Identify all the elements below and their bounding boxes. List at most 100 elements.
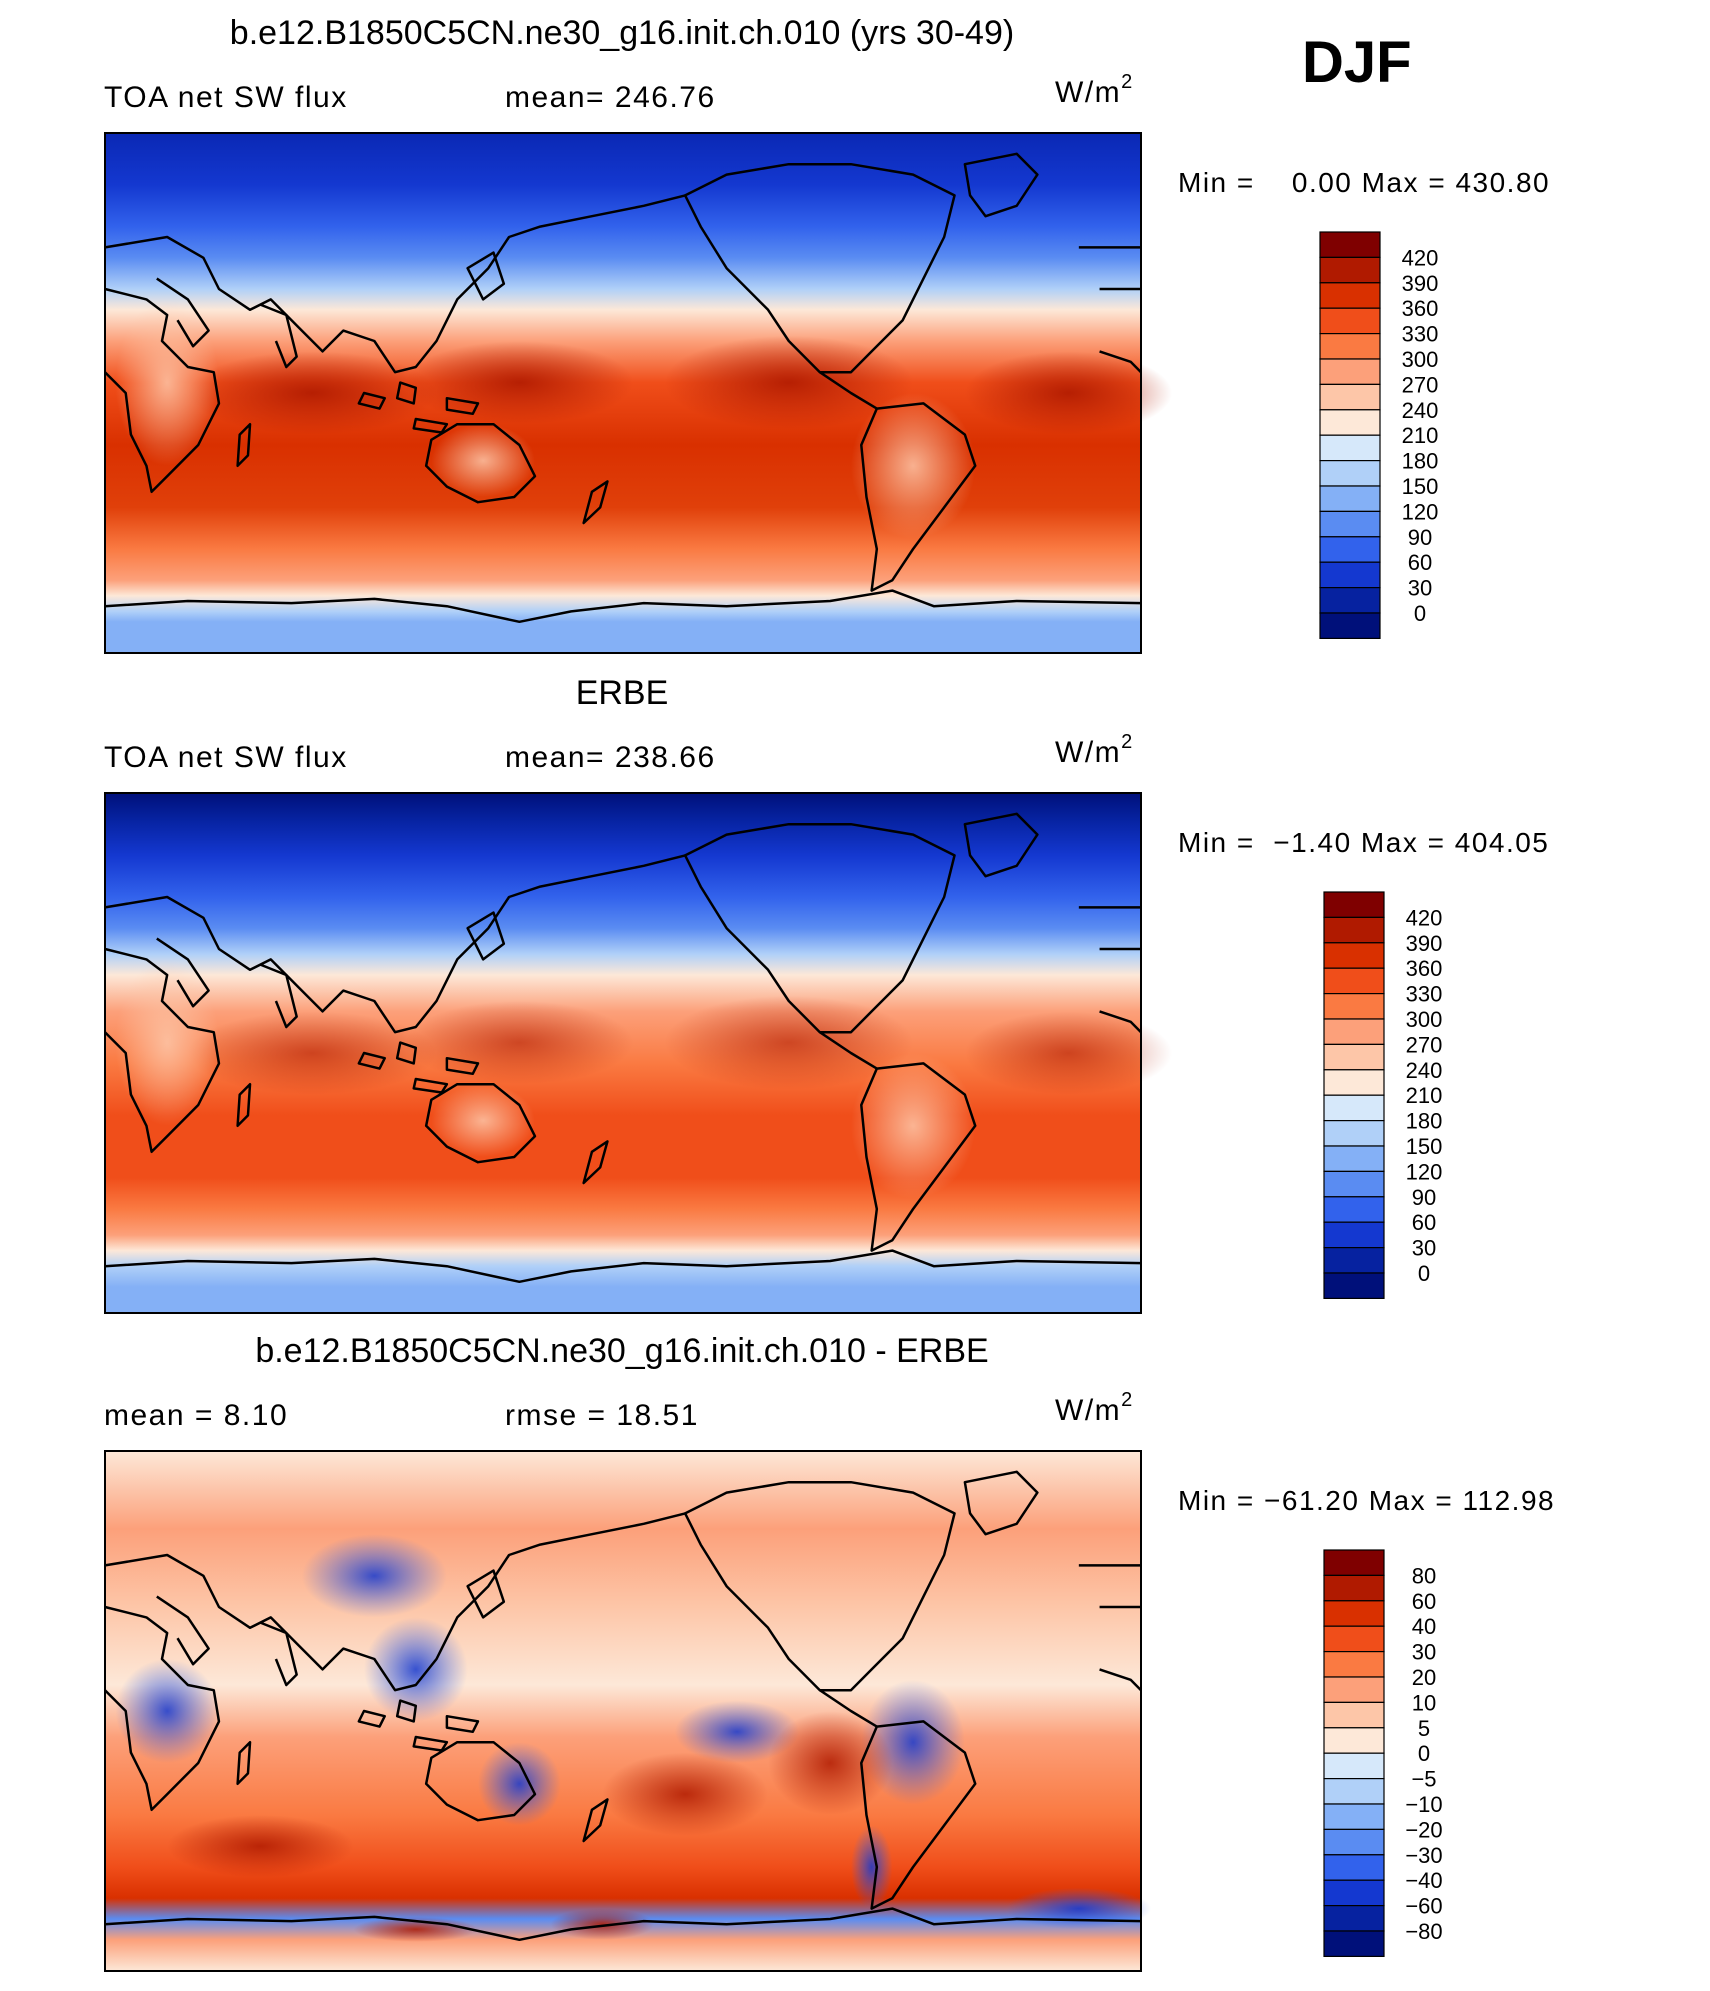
colorbar-box: [1319, 536, 1381, 563]
colorbar-box: [1319, 282, 1381, 309]
field-maximum: [964, 351, 1173, 435]
colorbar-box: [1323, 1196, 1385, 1223]
colorbar-tick-label: 330: [1406, 982, 1443, 1007]
field-continent: [431, 424, 535, 497]
colorbar-tick-label: −80: [1405, 1919, 1442, 1944]
colorbar-box: [1323, 992, 1385, 1020]
colorbar-tick-label: 270: [1406, 1032, 1443, 1057]
colorbar-tick-label: −40: [1405, 1868, 1442, 1893]
colorbar-tick-label: 30: [1412, 1236, 1436, 1261]
colorbar-tick-label: 60: [1412, 1210, 1436, 1235]
colorbar-tick-label: 30: [1408, 576, 1432, 601]
field-continent: [115, 959, 219, 1126]
colorbar-box: [1323, 1574, 1385, 1602]
field-anomaly: [674, 1700, 800, 1764]
field-anomaly: [850, 1825, 893, 1909]
field-anomaly: [364, 1617, 468, 1722]
map-plot: [103, 792, 1173, 1314]
colorbar-tick-label: 180: [1402, 449, 1439, 474]
colorbar-box: [1319, 510, 1381, 538]
colorbar-box: [1323, 1879, 1385, 1907]
colorbar-tick-label: 120: [1402, 499, 1439, 524]
colorbar-box: [1323, 1752, 1385, 1780]
colorbar-box: [1319, 358, 1381, 385]
colorbar-box: [1323, 1145, 1385, 1172]
colorbar-box: [1323, 1854, 1385, 1881]
colorbar-box: [1323, 916, 1385, 944]
colorbar-box: [1323, 1727, 1385, 1754]
field-anomaly: [301, 1534, 447, 1618]
colorbar-box: [1323, 1018, 1385, 1045]
colorbar-tick-label: 150: [1402, 474, 1439, 499]
colorbar-tick-label: 390: [1406, 931, 1443, 956]
colorbar-box: [1319, 460, 1381, 487]
colorbar-box: [1319, 307, 1381, 335]
colorbar-box: [1323, 1600, 1385, 1627]
colorbar-tick-label: 360: [1402, 296, 1439, 321]
field-anomaly: [768, 1711, 893, 1815]
colorbar-tick-label: 180: [1406, 1109, 1443, 1134]
units-superscript: 2: [1121, 71, 1134, 93]
panel-title: b.e12.B1850C5CN.ne30_g16.init.ch.010 (yr…: [230, 14, 1014, 52]
colorbar-tick-label: 270: [1402, 372, 1439, 397]
map-plot: [103, 132, 1173, 654]
left-label: TOA net SW flux: [104, 741, 348, 774]
map-border: [104, 1450, 1142, 1972]
colorbar-tick-label: 30: [1412, 1640, 1436, 1665]
center-label: rmse = 18.51: [505, 1399, 699, 1432]
center-label: mean= 246.76: [505, 81, 716, 114]
colorbar-box: [1323, 1904, 1385, 1932]
colorbar-tick-label: 10: [1412, 1690, 1436, 1715]
field-continent: [850, 1053, 976, 1199]
map-plot: [103, 1450, 1152, 1972]
colorbar-box: [1323, 1930, 1385, 1957]
colorbar-box: [1319, 409, 1381, 436]
center-label: mean= 238.66: [505, 741, 716, 774]
units-superscript: 2: [1121, 1389, 1134, 1411]
colorbar-box: [1323, 1094, 1385, 1122]
units-label: W/m2: [1055, 1389, 1134, 1427]
colorbar-box: [1323, 967, 1385, 995]
field-maximum: [664, 995, 914, 1090]
colorbar-tick-label: −20: [1405, 1817, 1442, 1842]
panel-title: ERBE: [576, 674, 669, 712]
colorbar-box: [1323, 1701, 1385, 1729]
colorbar-tick-label: 210: [1406, 1083, 1443, 1108]
colorbar-box: [1323, 1625, 1385, 1653]
field-maximum: [405, 1001, 634, 1085]
colorbar-box: [1323, 1043, 1385, 1071]
colorbar-box: [1323, 1069, 1385, 1096]
field-anomaly: [477, 1742, 561, 1826]
colorbar-box: [1323, 1246, 1385, 1274]
colorbar-box: [1323, 1803, 1385, 1830]
colorbar-box: [1319, 561, 1381, 589]
colorbar-tick-label: 20: [1412, 1665, 1436, 1690]
colorbar-tick-label: 360: [1406, 956, 1443, 981]
colorbar-tick-label: 390: [1402, 271, 1439, 296]
colorbar-tick-label: 0: [1418, 1741, 1430, 1766]
colorbar-tick-label: 240: [1402, 398, 1439, 423]
field-maximum: [964, 1011, 1173, 1095]
colorbar-tick-label: 300: [1402, 347, 1439, 372]
colorbar-box: [1323, 1170, 1385, 1198]
colorbar-tick-label: 90: [1408, 525, 1432, 550]
colorbar-tick-label: 330: [1402, 322, 1439, 347]
colorbar-box: [1319, 586, 1381, 614]
colorbar-tick-label: 0: [1418, 1261, 1430, 1286]
colorbar-box: [1323, 942, 1385, 969]
panel-3: b.e12.B1850C5CN.ne30_g16.init.ch.010 - E…: [103, 1332, 1555, 1972]
field-maximum: [664, 335, 914, 430]
field-anomaly: [602, 1752, 769, 1836]
min-max-label: Min = −61.20 Max = 112.98: [1178, 1485, 1555, 1516]
colorbar-box: [1319, 485, 1381, 512]
colorbar-tick-label: 120: [1406, 1159, 1443, 1184]
field-maximum: [187, 1011, 437, 1095]
colorbar-tick-label: −10: [1405, 1792, 1442, 1817]
colorbar-box: [1319, 231, 1381, 258]
colorbar-box: [1323, 1777, 1385, 1805]
colorbar-tick-label: 300: [1406, 1007, 1443, 1032]
